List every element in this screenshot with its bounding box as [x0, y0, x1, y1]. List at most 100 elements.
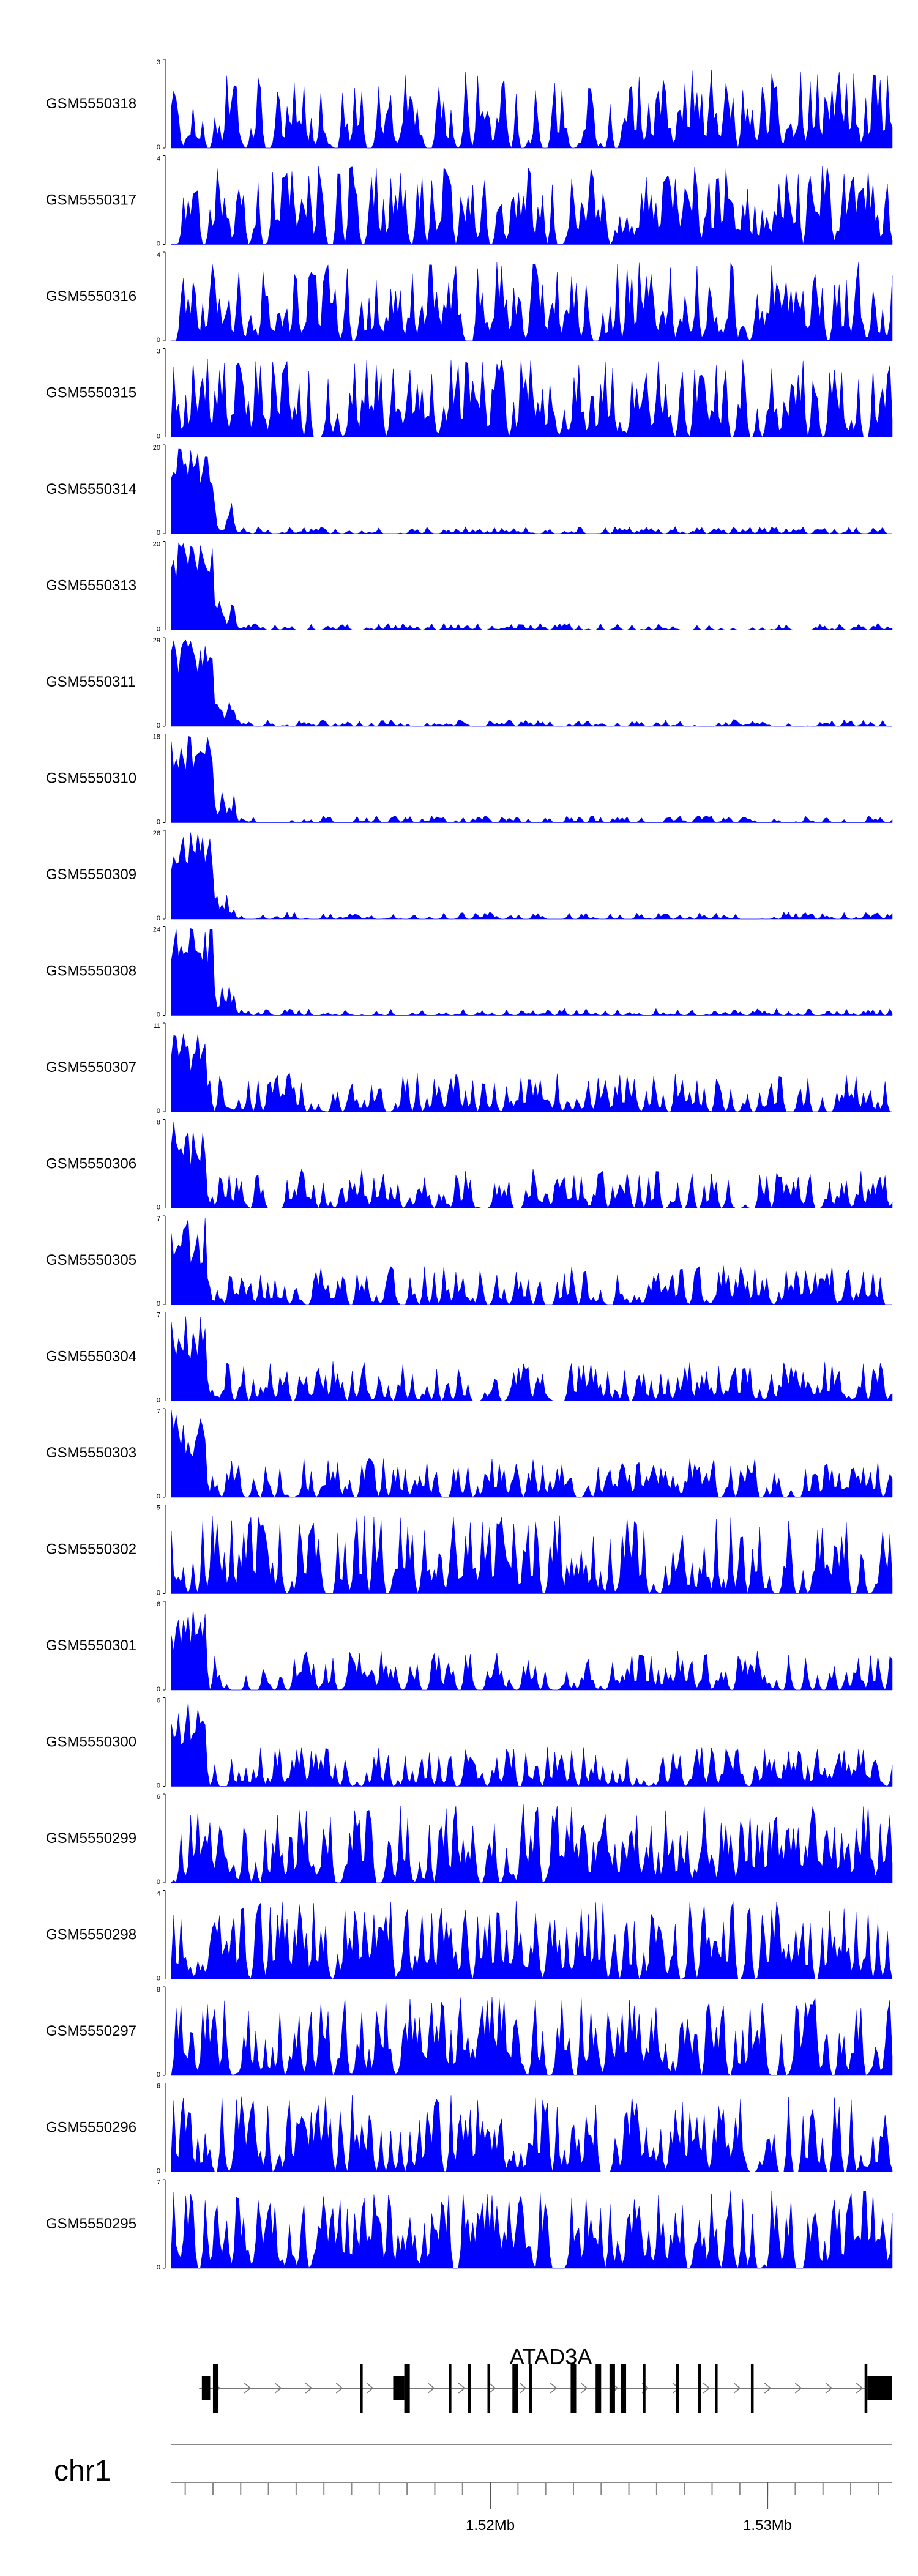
gene-exon [864, 2364, 868, 2413]
coverage-area [171, 639, 892, 727]
gene-exon [393, 2376, 405, 2400]
track-label: GSM5550314 [46, 481, 136, 497]
coverage-track: GSM5550302 5 0 [46, 1505, 893, 1597]
strand-arrow [550, 2383, 558, 2394]
gene-exon [360, 2364, 363, 2413]
genome-axis-track: chr1 1.52Mb 1.53Mb [54, 2444, 892, 2534]
track-ymin-label: 0 [157, 1590, 160, 1597]
coverage-area [171, 1410, 893, 1498]
strand-arrow [488, 2383, 496, 2394]
track-ymax-label: 7 [157, 1312, 160, 1319]
coverage-track: GSM5550314 20 0 [46, 444, 892, 537]
track-label: GSM5550306 [46, 1156, 136, 1172]
track-label: GSM5550310 [46, 770, 136, 787]
coverage-area [171, 1515, 893, 1595]
strand-arrow [244, 2383, 252, 2394]
gene-exon [201, 2376, 211, 2400]
gene-exon [676, 2364, 679, 2413]
coverage-track: GSM5550318 3 0 [46, 59, 893, 151]
track-ymin-label: 0 [157, 2071, 160, 2079]
coverage-area [171, 1316, 893, 1402]
track-ymin-label: 0 [157, 2264, 160, 2271]
coverage-area [171, 359, 893, 438]
track-ymin-label: 0 [157, 1107, 160, 1115]
coverage-track: GSM5550315 3 0 [46, 348, 893, 441]
track-label: GSM5550317 [46, 192, 136, 209]
track-label: GSM5550308 [46, 963, 136, 980]
strand-arrow [703, 2383, 711, 2394]
coverage-track: GSM5550307 11 0 [46, 1022, 892, 1115]
track-ymin-label: 0 [157, 626, 160, 633]
track-ymax-label: 29 [153, 637, 160, 644]
coverage-area [171, 1702, 893, 1787]
track-label: GSM5550298 [46, 1927, 136, 1943]
track-ymax-label: 4 [157, 1890, 160, 1897]
track-ymin-label: 0 [157, 2168, 160, 2175]
strand-arrow [764, 2383, 772, 2394]
coverage-area [171, 1901, 893, 1980]
coverage-track: GSM5550306 8 0 [46, 1119, 893, 1212]
gene-exon [698, 2364, 701, 2413]
track-ymax-label: 7 [157, 2179, 160, 2186]
coverage-area [171, 1122, 893, 1209]
track-ymax-label: 4 [157, 251, 160, 259]
gene-exon [449, 2364, 452, 2413]
coverage-track: GSM5550309 26 0 [46, 830, 893, 922]
coverage-area [171, 2190, 893, 2269]
strand-arrow [366, 2383, 374, 2394]
coverage-track: GSM5550305 7 0 [46, 1215, 892, 1308]
gene-exon [468, 2364, 471, 2413]
track-ymax-label: 6 [157, 1697, 160, 1705]
track-ymin-label: 0 [157, 915, 160, 922]
coverage-track: GSM5550300 6 0 [46, 1697, 893, 1790]
gene-exon [620, 2364, 627, 2413]
track-label: GSM5550296 [46, 2120, 136, 2136]
track-label: GSM5550302 [46, 1541, 136, 1558]
strand-arrow [672, 2383, 680, 2394]
track-label: GSM5550311 [46, 674, 135, 690]
coverage-track: GSM5550317 4 0 [46, 155, 893, 248]
strand-arrow [580, 2383, 588, 2394]
coverage-track: GSM5550310 18 0 [46, 734, 893, 826]
coverage-tracks: GSM555031830GSM555031740GSM555031640GSM5… [46, 59, 893, 2271]
strand-arrow [794, 2383, 802, 2394]
track-label: GSM5550305 [46, 1252, 136, 1268]
track-label: GSM5550295 [46, 2216, 136, 2232]
track-label: GSM5550304 [46, 1349, 136, 1365]
track-ymax-label: 11 [154, 1022, 160, 1030]
strand-arrow [856, 2383, 864, 2394]
track-ymin-label: 0 [157, 1493, 160, 1500]
track-ymin-label: 0 [157, 1878, 160, 1886]
track-ymax-label: 7 [157, 1408, 160, 1415]
track-ymin-label: 0 [157, 1011, 160, 1019]
coverage-area [171, 262, 893, 341]
track-label: GSM5550316 [46, 288, 136, 305]
coverage-area [171, 166, 893, 245]
track-label: GSM5550297 [46, 2023, 136, 2039]
gene-name-label: ATAD3A [510, 2344, 592, 2369]
track-label: GSM5550300 [46, 1734, 136, 1751]
coverage-track: GSM5550316 4 0 [46, 251, 893, 344]
gene-exon [512, 2364, 518, 2413]
coverage-area [171, 70, 893, 149]
coverage-area [171, 832, 893, 920]
gene-model-track: ATAD3A [199, 2344, 892, 2413]
track-ymin-label: 0 [157, 529, 160, 537]
track-ymin-label: 0 [157, 1300, 160, 1308]
track-label: GSM5550318 [46, 95, 136, 112]
track-ymin-label: 0 [157, 722, 160, 729]
coverage-track: GSM5550299 6 0 [46, 1793, 893, 1886]
track-ymax-label: 20 [153, 444, 160, 452]
track-ymax-label: 3 [157, 59, 160, 66]
coverage-track: GSM5550301 6 0 [46, 1601, 893, 1693]
gene-exon [570, 2364, 577, 2413]
gene-exon [867, 2376, 892, 2400]
track-ymax-label: 26 [153, 830, 160, 837]
gene-exon [212, 2364, 219, 2413]
track-ymin-label: 0 [157, 433, 160, 441]
strand-arrow [274, 2383, 282, 2394]
track-ymin-label: 0 [157, 240, 160, 248]
gene-exon [715, 2364, 718, 2413]
track-ymin-label: 0 [157, 1975, 160, 1982]
